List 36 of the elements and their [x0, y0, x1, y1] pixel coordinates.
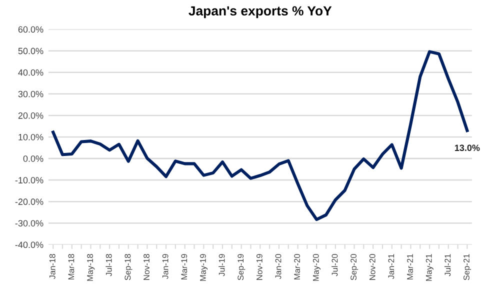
x-tick-label: Mar-20: [294, 254, 300, 280]
y-tick-label: -30.0%: [15, 220, 44, 226]
y-tick-label: 60.0%: [18, 26, 44, 33]
x-tick-label: Mar-19: [181, 254, 188, 280]
x-tick-label: May-20: [312, 254, 320, 281]
x-tick-label: Mar-18: [68, 254, 74, 280]
x-tick-label: Sep-19: [238, 254, 246, 280]
x-tick-label: Mar-21: [407, 254, 413, 280]
y-tick-label: -10.0%: [15, 177, 44, 184]
x-tick-label: May-19: [200, 254, 208, 281]
x-tick-label: Sep-18: [124, 254, 132, 280]
x-tick-label: Sep-20: [350, 254, 358, 280]
x-tick-label: Nov-19: [256, 254, 262, 280]
x-tick-label: Jul-20: [332, 254, 338, 276]
x-tick-label: Jul-21: [444, 254, 451, 276]
y-tick-label: -40.0%: [15, 242, 44, 248]
chart-title: Japan's exports % YoY: [188, 6, 332, 18]
y-tick-label: 0.0%: [23, 155, 44, 162]
x-tick-label: Jul-18: [106, 254, 112, 276]
data-label: 13.0%: [454, 144, 480, 152]
x-tick-label: Jul-19: [218, 254, 225, 276]
x-tick-label: May-18: [87, 254, 95, 281]
x-tick-label: Jan-20: [275, 254, 282, 280]
x-tick-label: Jan-21: [388, 254, 394, 280]
y-tick-label: 40.0%: [18, 69, 44, 76]
y-tick-label: 10.0%: [18, 134, 44, 140]
x-tick-label: Sep-21: [464, 254, 472, 280]
y-tick-label: -20.0%: [15, 198, 44, 205]
x-tick-label: May-21: [426, 254, 434, 281]
x-tick-label: Jan-19: [162, 254, 168, 280]
x-tick-label: Nov-20: [369, 254, 376, 280]
y-tick-label: 30.0%: [18, 90, 44, 98]
y-tick-label: 50.0%: [18, 48, 44, 54]
y-tick-label: 20.0%: [18, 112, 44, 119]
x-tick-label: Nov-18: [144, 254, 150, 280]
x-tick-label: Jan-18: [49, 254, 56, 280]
